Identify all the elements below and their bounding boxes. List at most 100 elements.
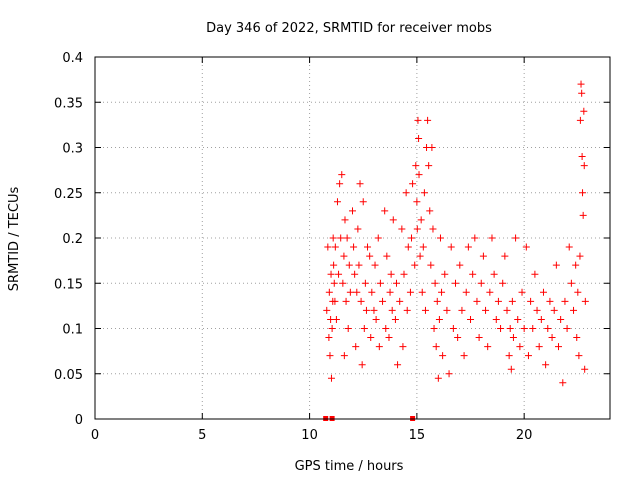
data-point xyxy=(352,343,360,351)
data-point xyxy=(477,279,485,287)
data-point xyxy=(581,297,589,305)
data-point xyxy=(324,243,332,251)
data-point xyxy=(331,297,339,305)
data-point xyxy=(508,297,516,305)
data-point xyxy=(359,198,367,206)
plot-frame xyxy=(94,56,611,420)
data-point xyxy=(578,153,586,161)
data-point xyxy=(471,234,479,242)
data-point xyxy=(338,171,346,179)
data-point xyxy=(482,306,490,314)
data-point xyxy=(340,252,348,260)
chart-title: Day 346 of 2022, SRMTID for receiver mob… xyxy=(206,21,492,36)
data-point xyxy=(415,171,423,179)
data-point xyxy=(381,207,389,215)
data-point xyxy=(490,270,498,278)
y-tick-label: 0.1 xyxy=(62,323,83,338)
data-point xyxy=(449,325,457,332)
data-point xyxy=(339,279,347,287)
data-point xyxy=(371,261,379,269)
data-point xyxy=(452,279,459,287)
data-point xyxy=(501,252,509,260)
data-point xyxy=(374,234,382,242)
data-point xyxy=(497,325,505,332)
data-point xyxy=(416,252,424,260)
data-point xyxy=(531,270,539,278)
data-point xyxy=(475,334,483,342)
data-point xyxy=(336,180,344,188)
data-point xyxy=(561,297,569,305)
data-point xyxy=(327,374,335,382)
data-point xyxy=(427,261,435,269)
y-tick-label: 0.35 xyxy=(54,96,83,111)
data-point xyxy=(327,270,335,278)
data-point xyxy=(522,243,530,251)
data-point xyxy=(408,234,416,242)
data-point xyxy=(382,325,390,332)
data-point xyxy=(406,288,414,296)
data-point xyxy=(375,343,383,351)
data-point xyxy=(325,288,333,296)
data-point xyxy=(443,306,451,314)
x-tick-label: 5 xyxy=(198,428,206,443)
data-point xyxy=(458,306,466,314)
data-point xyxy=(438,288,446,296)
data-point xyxy=(366,252,374,260)
data-point xyxy=(580,162,588,170)
data-point xyxy=(342,297,350,305)
data-point xyxy=(404,243,412,251)
data-point xyxy=(565,243,573,251)
data-point xyxy=(362,306,370,314)
data-point xyxy=(529,325,537,332)
data-point xyxy=(350,243,358,251)
data-point xyxy=(577,80,585,88)
data-point xyxy=(415,134,423,142)
data-point xyxy=(524,352,532,360)
data-point xyxy=(544,325,552,332)
data-point xyxy=(555,343,562,351)
data-point xyxy=(494,297,502,305)
data-point xyxy=(456,261,464,269)
data-point xyxy=(559,379,567,387)
data-point xyxy=(533,306,541,314)
data-point xyxy=(488,234,496,242)
data-point xyxy=(570,306,578,314)
y-tick-label: 0.15 xyxy=(54,277,83,292)
data-point xyxy=(412,162,420,170)
data-point xyxy=(578,89,586,97)
data-point xyxy=(411,261,419,269)
data-point xyxy=(367,334,375,342)
data-point xyxy=(389,216,397,224)
data-point xyxy=(469,270,477,278)
data-point xyxy=(514,315,522,323)
data-point xyxy=(356,180,364,188)
data-point xyxy=(503,306,511,314)
data-point xyxy=(388,306,396,314)
data-point xyxy=(344,325,352,332)
y-tick-label: 0.25 xyxy=(54,187,83,202)
data-point xyxy=(387,270,395,278)
data-point xyxy=(552,261,560,269)
data-point xyxy=(386,288,394,296)
data-point xyxy=(447,243,455,251)
data-point xyxy=(370,306,378,314)
data-point xyxy=(335,270,343,278)
data-point xyxy=(364,243,372,251)
data-point xyxy=(518,288,526,296)
data-point xyxy=(418,288,426,296)
data-point xyxy=(548,334,556,342)
data-point xyxy=(426,207,434,215)
data-point xyxy=(542,361,550,369)
data-point xyxy=(330,279,338,287)
data-point xyxy=(428,144,436,151)
data-point xyxy=(575,352,583,360)
y-tick-label: 0.4 xyxy=(62,51,83,66)
data-point xyxy=(576,116,584,124)
data-point xyxy=(520,325,528,332)
data-point xyxy=(492,315,500,323)
data-point xyxy=(337,234,345,242)
data-point xyxy=(509,334,517,342)
data-point xyxy=(354,225,362,233)
data-point xyxy=(409,180,417,188)
data-point xyxy=(484,343,492,351)
